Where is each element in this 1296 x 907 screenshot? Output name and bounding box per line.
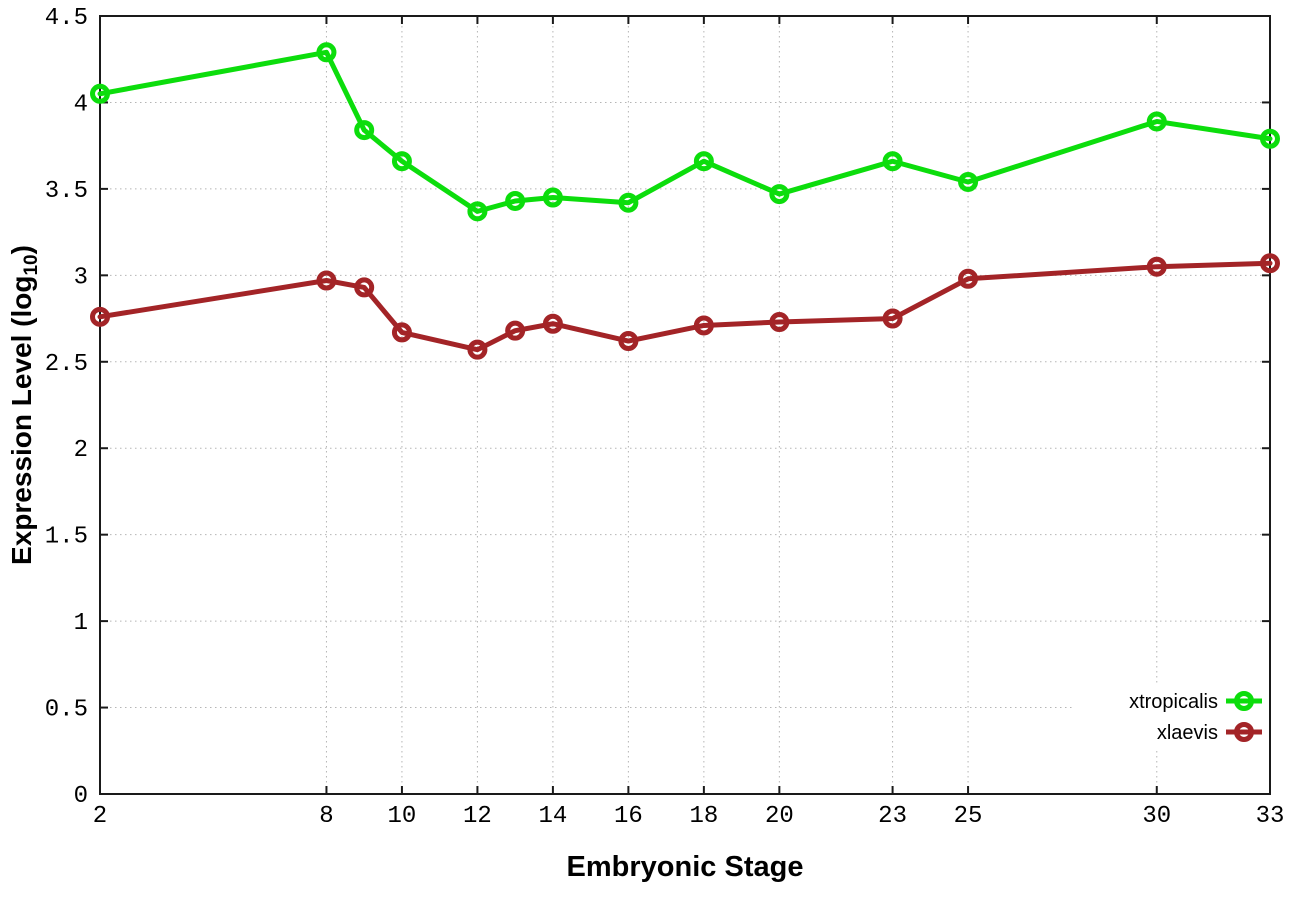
data-point-xtropicalis	[542, 187, 563, 208]
x-tick-label: 33	[1256, 803, 1285, 830]
y-axis-title: Expression Level (log10)	[6, 245, 42, 565]
y-tick-label: 0.5	[45, 697, 88, 724]
data-point-xtropicalis	[505, 190, 526, 211]
x-tick-label: 20	[765, 803, 794, 830]
data-point-xlaevis	[354, 277, 375, 298]
series-line-xlaevis	[97, 260, 1273, 353]
data-point-xtropicalis	[1260, 128, 1280, 149]
y-axis-title-text: Expression Level (log	[6, 275, 37, 565]
data-point-xtropicalis	[882, 151, 903, 172]
x-tick-label: 23	[878, 803, 907, 830]
y-tick-label: 3	[74, 264, 88, 291]
y-tick-label: 4.5	[45, 5, 88, 32]
data-point-xlaevis	[542, 313, 563, 334]
data-point-xlaevis	[769, 312, 790, 333]
series-line-xtropicalis	[97, 49, 1273, 214]
x-tick-label: 25	[954, 803, 983, 830]
data-point-xlaevis	[958, 268, 979, 289]
y-tick-label: 2	[74, 437, 88, 464]
y-tick-label: 0	[74, 783, 88, 810]
data-point-xlaevis	[1146, 256, 1167, 277]
legend-sample-marker-xlaevis	[1234, 722, 1254, 742]
y-axis-title-subscript: 10	[21, 254, 42, 276]
x-tick-label: 12	[463, 803, 492, 830]
data-point-xlaevis	[90, 306, 110, 327]
legend-label-xtropicalis: xtropicalis	[1129, 691, 1218, 713]
data-point-xlaevis	[693, 315, 714, 336]
data-point-xlaevis	[1260, 253, 1280, 274]
legend-sample-marker-xtropicalis	[1234, 691, 1254, 711]
x-tick-label: 30	[1142, 803, 1171, 830]
plot-border	[99, 15, 1271, 795]
data-point-xlaevis	[391, 322, 412, 343]
x-tick-label: 16	[614, 803, 643, 830]
data-point-xlaevis	[505, 320, 526, 341]
y-tick-label: 3.5	[45, 178, 88, 205]
data-point-xlaevis	[618, 331, 639, 352]
data-point-xlaevis	[882, 308, 903, 329]
data-point-xtropicalis	[90, 83, 110, 104]
x-axis-title: Embryonic Stage	[566, 851, 804, 883]
data-point-xtropicalis	[316, 42, 337, 63]
data-point-xtropicalis	[1146, 111, 1167, 132]
y-tick-label: 1	[74, 610, 88, 637]
data-point-xtropicalis	[467, 201, 488, 222]
legend-label-xlaevis: xlaevis	[1157, 722, 1218, 744]
data-point-xtropicalis	[354, 120, 375, 141]
data-point-xtropicalis	[693, 151, 714, 172]
y-tick-label: 4	[74, 91, 88, 118]
x-tick-label: 14	[538, 803, 567, 830]
x-tick-label: 2	[93, 803, 107, 830]
data-point-xlaevis	[467, 339, 488, 360]
data-point-xlaevis	[316, 270, 337, 291]
data-point-xtropicalis	[958, 171, 979, 192]
x-tick-label: 18	[689, 803, 718, 830]
data-point-xtropicalis	[391, 151, 412, 172]
data-point-xtropicalis	[769, 184, 790, 205]
x-tick-label: 8	[319, 803, 333, 830]
y-tick-label: 2.5	[45, 351, 88, 378]
data-point-xtropicalis	[618, 192, 639, 213]
y-tick-label: 1.5	[45, 524, 88, 551]
x-tick-label: 10	[388, 803, 417, 830]
